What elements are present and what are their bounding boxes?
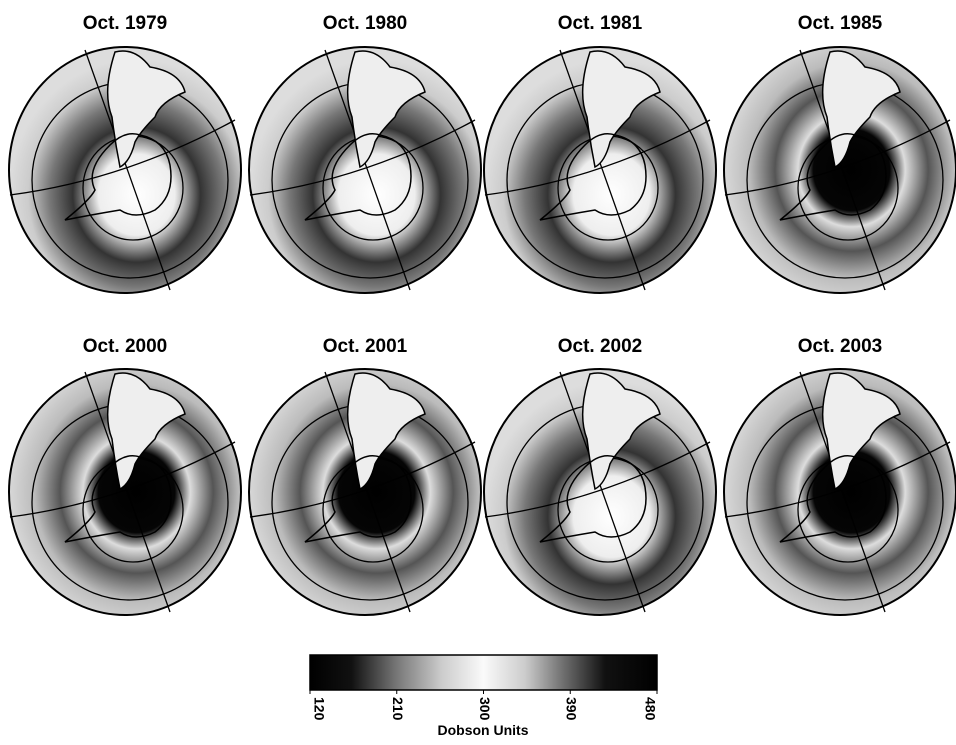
globe: [249, 369, 481, 615]
globe: [249, 47, 481, 293]
tick-label: 120: [311, 697, 327, 721]
panel-title: Oct. 2003: [798, 336, 883, 357]
globe: [484, 369, 716, 615]
globe: [9, 47, 241, 293]
globe: [484, 47, 716, 293]
panel-title: Oct. 1985: [798, 13, 883, 34]
figure: Dobson Units Oct. 1979 Oct. 1980 Oct. 1981…: [0, 0, 956, 745]
globe: [724, 47, 956, 293]
panel-title: Oct. 2000: [83, 336, 168, 357]
panel-title: Oct. 2001: [323, 336, 408, 357]
colorbar-label: Dobson Units: [438, 722, 529, 738]
globe: [9, 369, 241, 615]
tick-label: 210: [390, 697, 406, 721]
panel-title: Oct. 1980: [323, 13, 408, 34]
panel-title: Oct. 1979: [83, 13, 168, 34]
globe: [724, 369, 956, 615]
tick-label: 390: [564, 697, 580, 721]
panel-title: Oct. 1981: [558, 13, 643, 34]
colorbar: [310, 655, 657, 690]
panel-title: Oct. 2002: [558, 336, 643, 357]
tick-label: 480: [642, 697, 658, 721]
tick-label: 300: [477, 697, 493, 721]
